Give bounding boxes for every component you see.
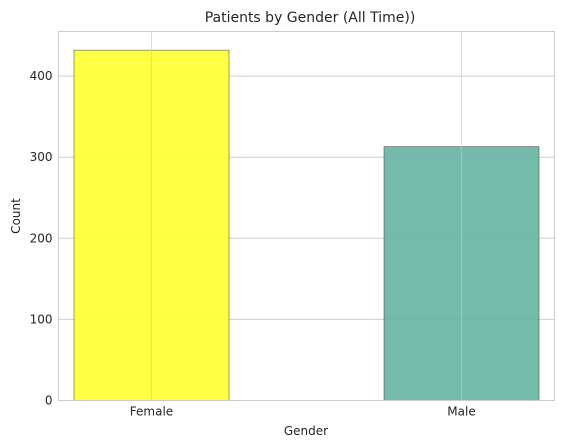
- y-tick-label: 400: [30, 69, 53, 83]
- chart-title: Patients by Gender (All Time)): [205, 10, 416, 26]
- y-axis-label: Count: [9, 198, 23, 234]
- x-tick-label: Female: [130, 405, 173, 419]
- y-tick-label: 200: [30, 231, 53, 245]
- x-axis-label: Gender: [284, 424, 328, 438]
- y-tick-labels: 0 100 200 300 400: [30, 69, 53, 407]
- y-tick-label: 0: [45, 394, 53, 408]
- x-tick-label: Male: [447, 405, 475, 419]
- plot-frame: [58, 31, 555, 401]
- x-tick-labels: Female Male: [130, 405, 476, 419]
- y-tick-label: 100: [30, 312, 53, 326]
- vertical-grid-layer: [151, 31, 462, 401]
- y-tick-label: 300: [30, 150, 53, 164]
- bars-layer: [73, 49, 540, 401]
